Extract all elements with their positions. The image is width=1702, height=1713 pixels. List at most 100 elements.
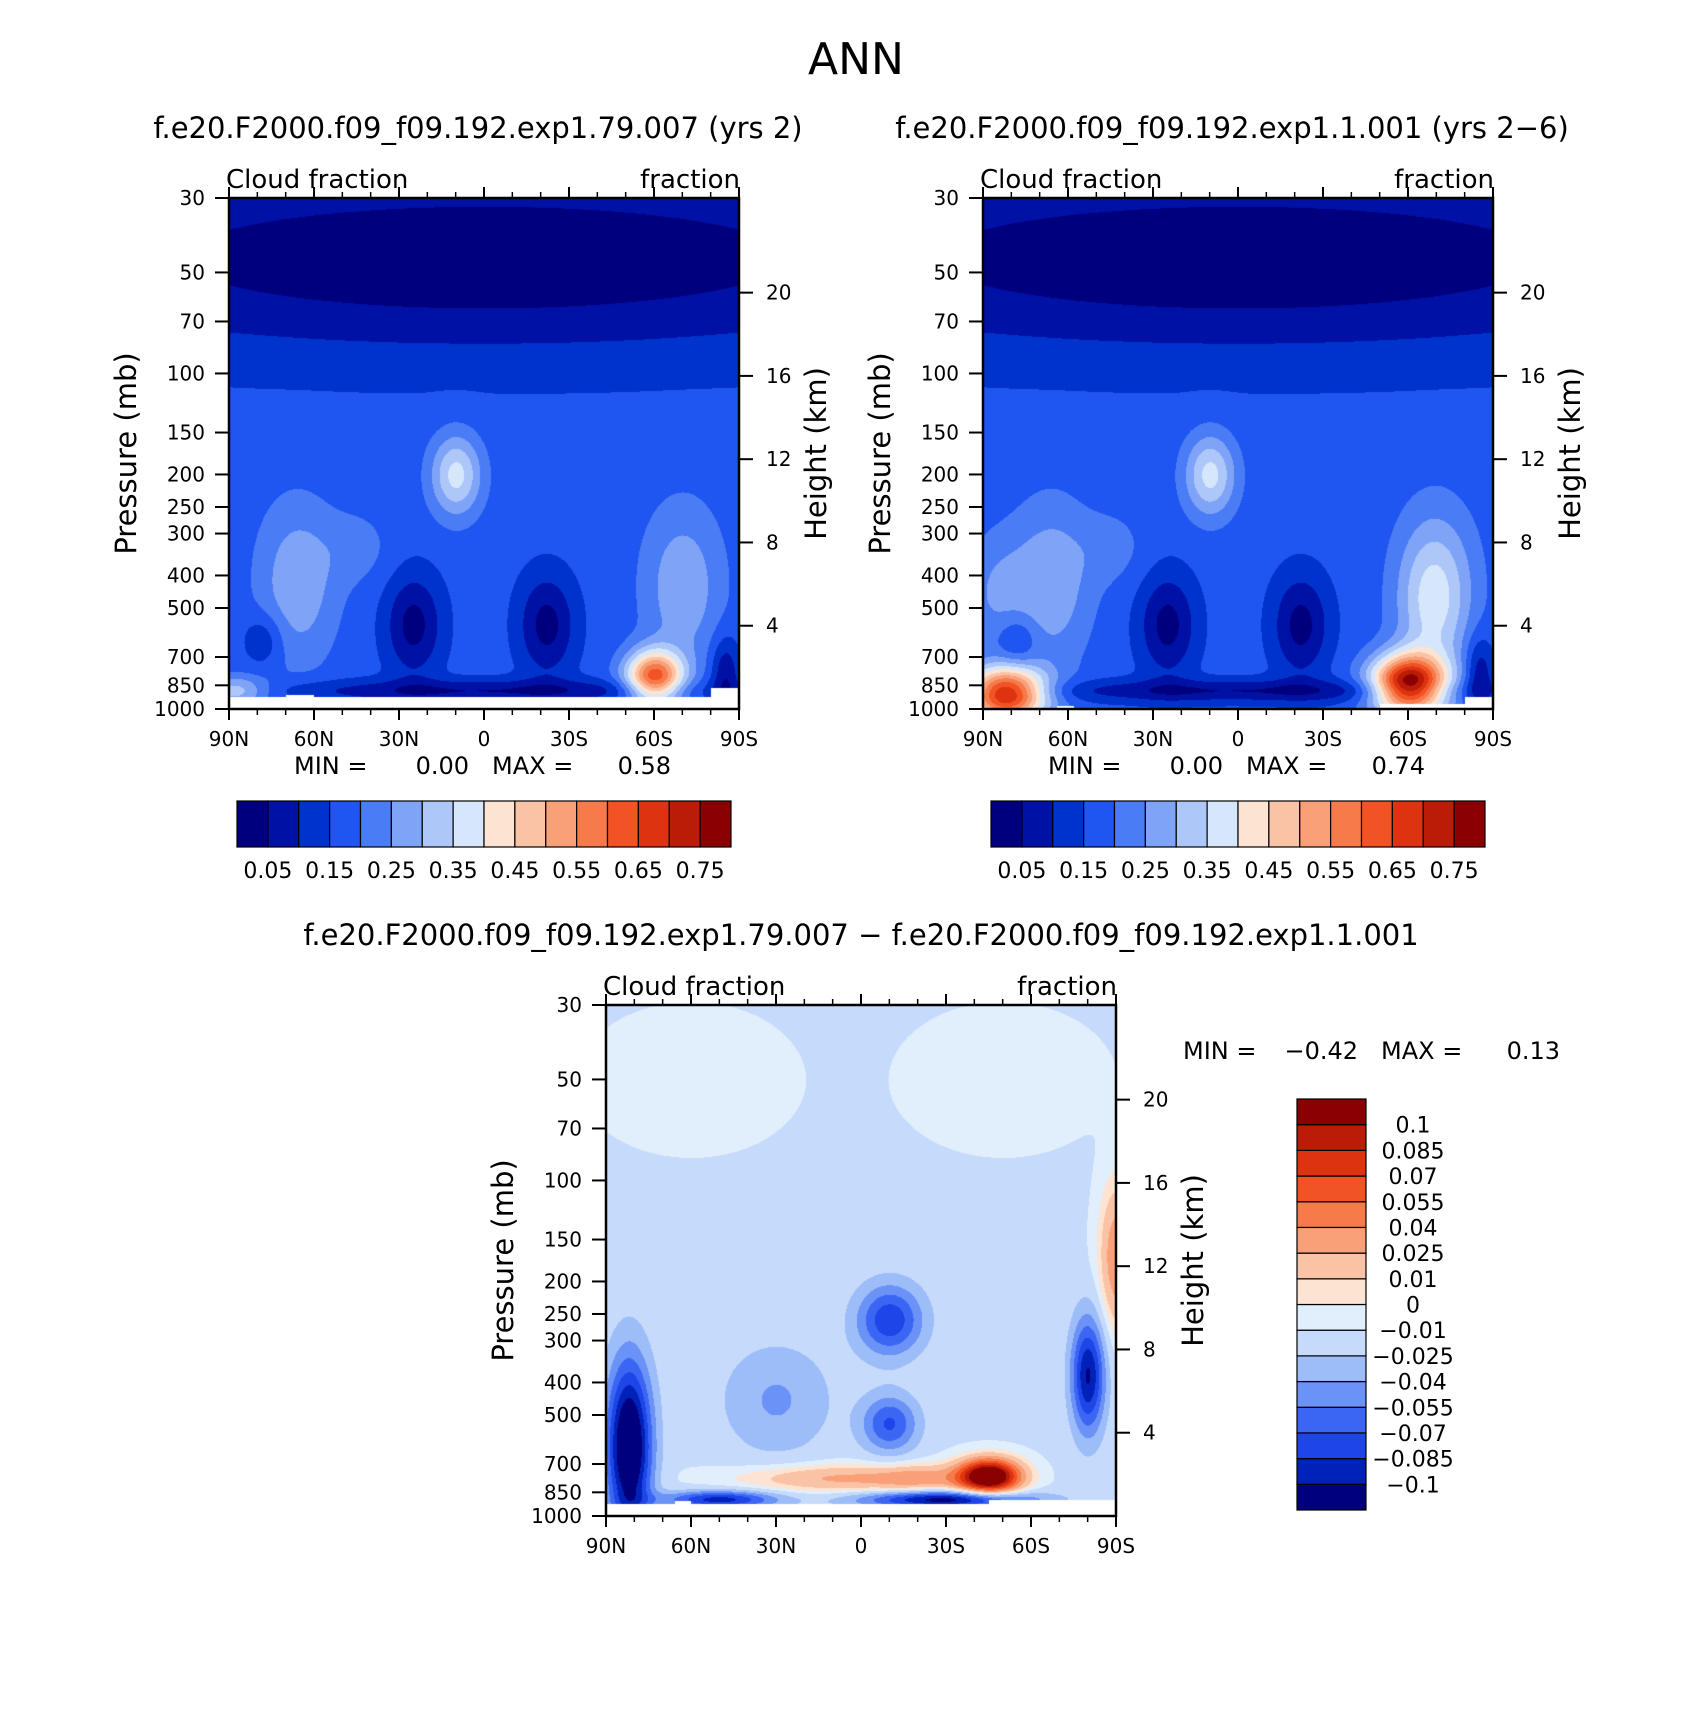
y-tick-label: 850 <box>544 1480 582 1504</box>
y-tick-label: 30 <box>180 186 205 210</box>
panel-title: f.e20.F2000.f09_f09.192.exp1.79.007 − f.… <box>303 918 1418 952</box>
y-tick-label: 1000 <box>531 1504 582 1528</box>
y-tick-label: 150 <box>544 1228 582 1252</box>
y-tick-label: 850 <box>921 673 959 697</box>
colorbar-label: −0.07 <box>1379 1422 1446 1447</box>
colorbar-swatch <box>1422 800 1455 848</box>
colorbar-label: −0.055 <box>1372 1396 1453 1421</box>
colorbar-swatch <box>1296 1458 1367 1485</box>
colorbar-swatch <box>1296 1406 1367 1434</box>
colorbar-swatch <box>421 800 454 848</box>
y-tick-label: 100 <box>167 361 205 385</box>
x-tick-label: 30N <box>756 1534 796 1558</box>
colorbar-swatch <box>329 800 362 848</box>
y-tick-label: 200 <box>544 1269 582 1293</box>
colorbar-swatch <box>1296 1201 1367 1229</box>
panel-title: f.e20.F2000.f09_f09.192.exp1.79.007 (yrs… <box>153 111 802 145</box>
colorbar-swatch <box>1144 800 1177 848</box>
x-tick-label: 60S <box>1389 727 1427 751</box>
y2-axis-label: Height (km) <box>1176 1174 1210 1347</box>
colorbar-swatch <box>1296 1124 1367 1151</box>
max-label: MAX = <box>1246 752 1327 780</box>
x-tick-label: 0 <box>855 1534 868 1558</box>
colorbar-swatch <box>1175 800 1208 848</box>
colorbar-label: 0.35 <box>429 859 478 884</box>
colorbar-label: −0.085 <box>1372 1448 1453 1473</box>
panel-2: f.e20.F2000.f09_f09.192.exp1.1.001 (yrs … <box>863 111 1587 780</box>
colorbar-label: 0.05 <box>997 859 1046 884</box>
y-tick-label: 250 <box>921 495 959 519</box>
colorbar-label: 0.65 <box>1368 859 1417 884</box>
left-string: Cloud fraction <box>226 165 408 195</box>
y2-tick-label: 16 <box>1143 1171 1168 1195</box>
x-tick-label: 0 <box>478 727 491 751</box>
x-tick-label: 60N <box>671 1534 711 1558</box>
colorbar-label: 0 <box>1406 1294 1420 1319</box>
colorbar-label: 0.15 <box>305 859 354 884</box>
colorbar-1: 0.05 0.15 0.25 0.35 0.45 0.55 0.65 0.75 <box>236 800 732 884</box>
colorbar-swatch <box>637 800 670 848</box>
colorbar-swatch <box>668 800 701 848</box>
y-tick-label: 50 <box>934 260 959 284</box>
colorbar-2: 0.05 0.15 0.25 0.35 0.45 0.55 0.65 0.75 <box>990 800 1486 884</box>
y-tick-label: 700 <box>167 645 205 669</box>
colorbar-label: 0.45 <box>1244 859 1293 884</box>
plots-layer: f.e20.F2000.f09_f09.192.exp1.79.007 (yrs… <box>109 111 1587 1558</box>
left-string: Cloud fraction <box>980 165 1162 195</box>
colorbar-swatch <box>1330 800 1363 848</box>
colorbar-swatch <box>1206 800 1239 848</box>
colorbar-label: 0.25 <box>1121 859 1170 884</box>
x-tick-label: 90S <box>1097 1534 1135 1558</box>
colorbar-swatch <box>452 800 485 848</box>
colorbar-label: 0.085 <box>1382 1139 1445 1164</box>
x-tick-label: 90S <box>720 727 758 751</box>
min-label: MIN = <box>294 752 367 780</box>
x-tick-label: 30S <box>1304 727 1342 751</box>
y-tick-label: 30 <box>557 993 582 1017</box>
colorbar-label: 0.04 <box>1389 1216 1438 1241</box>
y-tick-label: 500 <box>167 596 205 620</box>
y-tick-label: 500 <box>921 596 959 620</box>
colorbar-swatch <box>1299 800 1332 848</box>
colorbar-label: 0.15 <box>1059 859 1108 884</box>
colorbar-label: 0.025 <box>1382 1242 1445 1267</box>
y2-tick-label: 20 <box>1520 281 1545 305</box>
min-value: 0.00 <box>1170 752 1223 780</box>
max-label: MAX = <box>492 752 573 780</box>
colorbar-swatch <box>1113 800 1146 848</box>
y2-tick-label: 4 <box>1143 1421 1156 1445</box>
colorbar-label: 0.1 <box>1396 1114 1431 1139</box>
right-string: fraction <box>1394 165 1494 195</box>
colorbar-label: −0.01 <box>1379 1319 1446 1344</box>
x-tick-label: 60N <box>294 727 334 751</box>
y2-tick-label: 16 <box>766 364 791 388</box>
colorbar-swatch <box>1237 800 1270 848</box>
y-tick-label: 50 <box>180 260 205 284</box>
right-string: fraction <box>1017 972 1117 1002</box>
x-tick-label: 30N <box>1133 727 1173 751</box>
x-tick-label: 0 <box>1232 727 1245 751</box>
colorbar-swatch <box>1052 800 1085 848</box>
y2-axis-label: Height (km) <box>1553 367 1587 540</box>
colorbar-swatch <box>390 800 423 848</box>
y-tick-label: 150 <box>921 421 959 445</box>
x-tick-label: 90N <box>963 727 1003 751</box>
x-tick-label: 90S <box>1474 727 1512 751</box>
panel-3: f.e20.F2000.f09_f09.192.exp1.79.007 − f.… <box>303 918 1560 1558</box>
y-tick-label: 700 <box>921 645 959 669</box>
colorbar-label: 0.75 <box>676 859 725 884</box>
y2-tick-label: 4 <box>766 614 779 638</box>
colorbar-swatch <box>1296 1278 1367 1306</box>
y-tick-label: 400 <box>167 563 205 587</box>
y-tick-label: 300 <box>167 522 205 546</box>
y-tick-label: 70 <box>934 309 959 333</box>
colorbar-swatch <box>1360 800 1393 848</box>
y-tick-label: 300 <box>544 1329 582 1353</box>
colorbar-label: 0.35 <box>1183 859 1232 884</box>
x-tick-label: 60S <box>1012 1534 1050 1558</box>
colorbar-swatch <box>1296 1149 1367 1177</box>
colorbar-swatch <box>1296 1098 1367 1126</box>
y2-tick-label: 8 <box>766 530 779 554</box>
colorbar-swatch <box>1296 1380 1367 1408</box>
colorbar-label: 0.45 <box>490 859 539 884</box>
